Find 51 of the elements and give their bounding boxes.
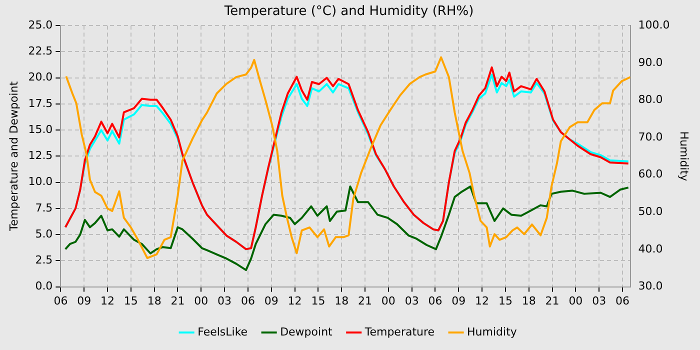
- chart-title: Temperature (°C) and Humidity (RH%): [223, 4, 474, 20]
- legend-label: Dewpoint: [280, 325, 334, 338]
- x-tick-label: 18: [147, 294, 162, 308]
- x-tick-label: 21: [545, 294, 560, 308]
- x-tick-label: 12: [475, 294, 490, 308]
- x-tick-label: 21: [358, 294, 372, 308]
- x-tick-label: 15: [124, 294, 138, 308]
- y2-tick-label: 90.0: [638, 56, 663, 69]
- x-tick-label: 09: [77, 294, 92, 308]
- x-tick-label: 06: [428, 294, 442, 308]
- x-tick-label: 12: [100, 294, 115, 308]
- legend-label: Humidity: [467, 325, 518, 338]
- y2-axis-title: Humidity: [678, 131, 691, 182]
- y-tick-label: 20.0: [28, 70, 53, 84]
- y-tick-label: 15.0: [28, 122, 53, 136]
- x-tick-label: 00: [568, 294, 583, 308]
- x-tick-label: 21: [170, 294, 185, 308]
- x-tick-label: 09: [264, 294, 278, 308]
- y-tick-label: 10.0: [28, 175, 53, 188]
- y2-tick-label: 70.0: [638, 130, 663, 144]
- x-tick-label: 15: [498, 294, 512, 308]
- x-tick-label: 18: [522, 294, 536, 308]
- x-tick-label: 09: [452, 294, 466, 308]
- y-axis-title: Temperature and Dewpoint: [7, 80, 20, 232]
- x-tick-label: 15: [311, 294, 326, 308]
- x-tick-label: 06: [240, 294, 255, 308]
- y-tick-label: 2.5: [35, 254, 53, 267]
- y2-tick-label: 100.0: [638, 18, 670, 32]
- y-tick-label: 22.5: [28, 44, 53, 58]
- x-tick-label: 03: [592, 294, 606, 308]
- y2-tick-label: 60.0: [638, 168, 663, 181]
- y2-tick-label: 40.0: [638, 242, 663, 256]
- legend-label: Temperature: [364, 325, 435, 338]
- y2-tick-label: 30.0: [638, 280, 663, 293]
- x-tick-label: 06: [54, 294, 68, 308]
- x-tick-label: 00: [381, 294, 396, 308]
- x-tick-label: 06: [616, 294, 630, 308]
- y2-tick-label: 50.0: [638, 205, 663, 218]
- x-tick-label: 03: [404, 294, 419, 308]
- y-tick-label: 7.5: [35, 201, 53, 214]
- y-tick-label: 25.0: [28, 18, 53, 32]
- x-tick-label: 18: [334, 294, 349, 308]
- y-tick-label: 5.0: [35, 227, 53, 240]
- x-tick-label: 03: [218, 294, 232, 308]
- legend-label: FeelsLike: [198, 325, 248, 338]
- y2-tick-label: 80.0: [638, 93, 663, 106]
- y-tick-label: 0.0: [35, 280, 53, 293]
- y-tick-label: 12.5: [28, 149, 53, 162]
- y-tick-label: 17.5: [28, 96, 53, 110]
- x-tick-label: 12: [288, 294, 302, 308]
- x-tick-label: 00: [194, 294, 208, 308]
